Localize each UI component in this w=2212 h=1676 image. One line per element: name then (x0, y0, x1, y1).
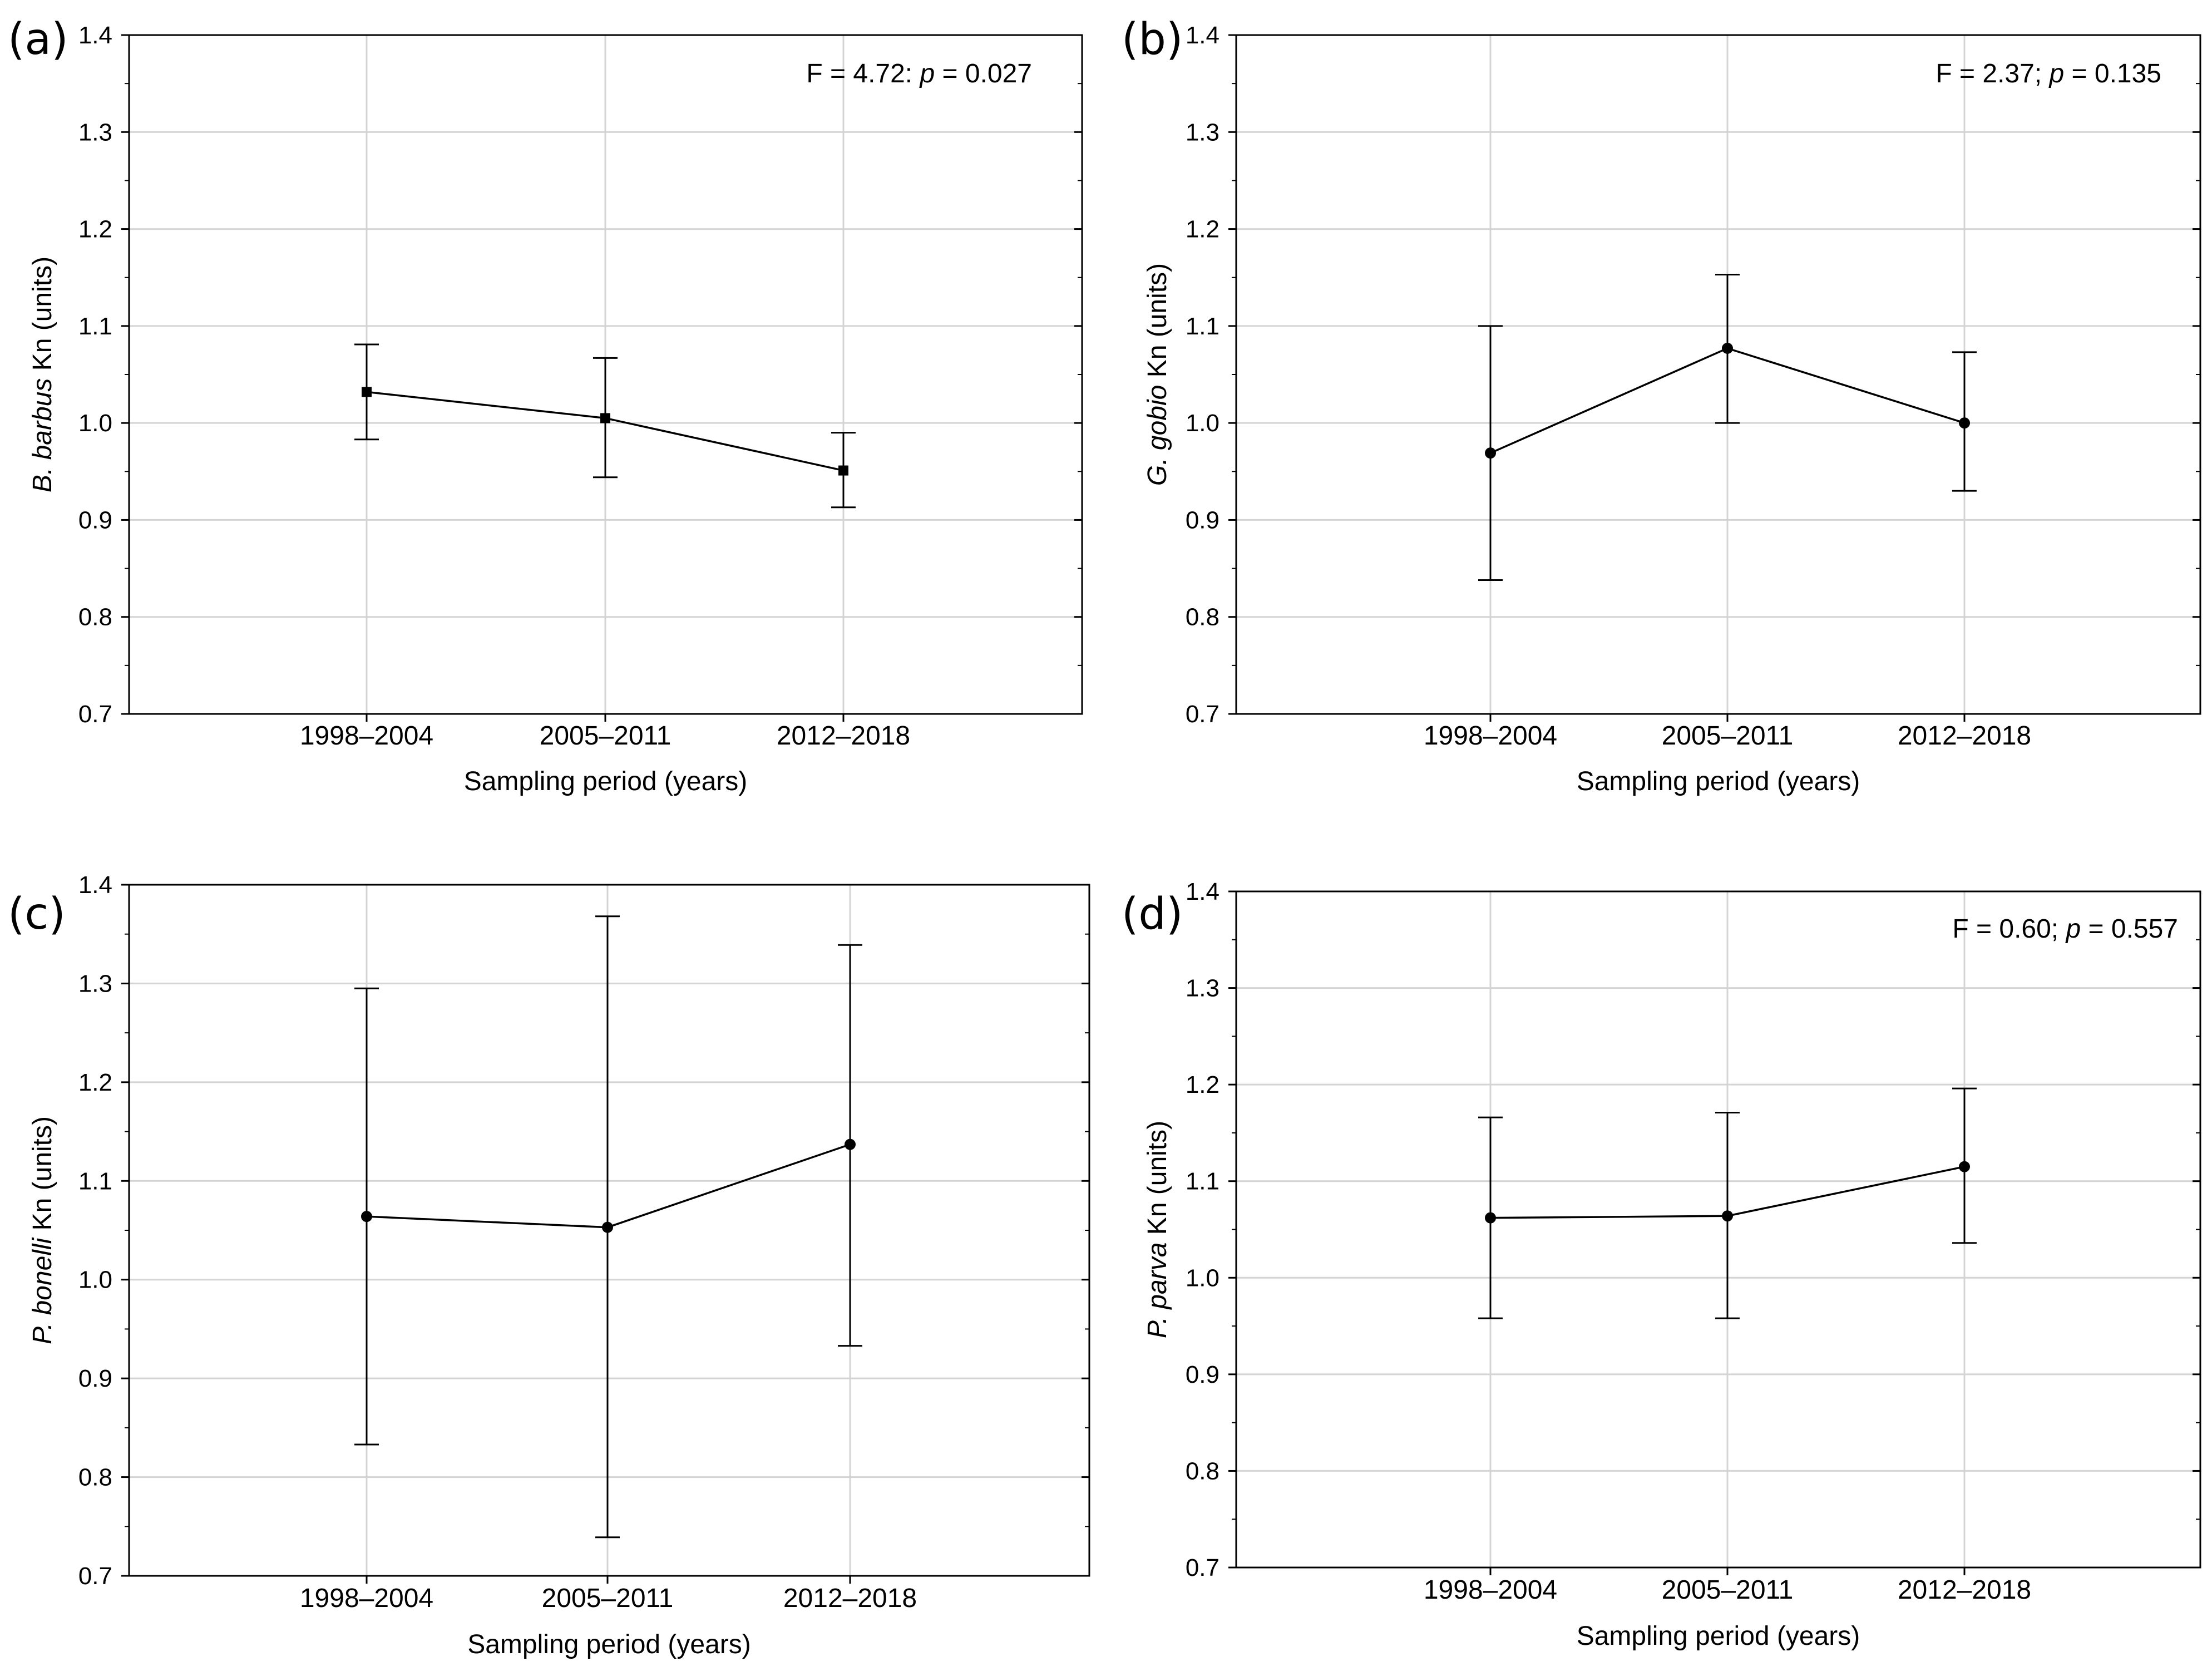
x-tick-label: 2012–2018 (777, 721, 910, 751)
y-tick-label: 0.7 (78, 701, 112, 728)
panel-a: (a) 0.7 0.8 0.9 1.0 1.1 1.2 1.3 1.4 1998–2004 200… (0, 0, 1106, 836)
y-tick-label: 1.2 (78, 1069, 112, 1096)
x-tick-label: 2005–2011 (1662, 1575, 1794, 1605)
x-axis-title: Sampling period (years) (1577, 1621, 1860, 1651)
y-axis-species: B. barbus (28, 378, 57, 492)
x-tick-label: 1998–2004 (300, 721, 433, 751)
y-tick-label: 1.0 (1186, 410, 1219, 437)
x-axis-title: Sampling period (years) (464, 767, 748, 796)
y-axis-species: P. parva (1143, 1243, 1172, 1339)
data-point (838, 465, 848, 476)
stat-annotation-f: F = 0.60; (1952, 914, 2066, 944)
stat-annotation-f: F = 2.37; (1936, 59, 2049, 88)
data-point (1959, 1161, 1970, 1172)
data-point (845, 1138, 856, 1150)
y-tick-label: 1.1 (78, 313, 112, 340)
panel-b: (b) 0.7 0.8 0.9 1.0 1.1 1.2 1.3 1.4 1998–2004 200… (1118, 0, 2212, 836)
x-tick-label: 2012–2018 (1898, 1575, 2031, 1605)
data-point (362, 387, 372, 397)
y-tick-label: 0.8 (1186, 1457, 1219, 1485)
y-axis-title: P. parva Kn (units) (1143, 1121, 1172, 1338)
y-axis-species: P. bonelli (28, 1237, 57, 1344)
y-axis-species: G. gobio (1143, 385, 1172, 486)
y-tick-label: 1.3 (1186, 119, 1219, 146)
panel-d: (d) 0.7 0.8 0.9 1.0 1.1 1.2 1.3 1.4 1998–2004 200… (1118, 857, 2212, 1673)
plot-frame (1235, 34, 2201, 715)
data-point (1722, 1210, 1733, 1222)
y-tick-label: 0.7 (1186, 1554, 1219, 1581)
y-tick-label: 1.2 (78, 216, 112, 243)
x-tick-label: 2012–2018 (783, 1584, 917, 1613)
plot-frame (1235, 890, 2201, 1569)
panel-label: (d) (1122, 889, 1183, 939)
y-tick-label: 0.8 (78, 1464, 112, 1491)
stat-annotation-value: = 0.557 (2081, 914, 2178, 944)
y-tick-label: 1.1 (1186, 1168, 1219, 1195)
y-tick-label: 0.7 (78, 1562, 112, 1590)
panel-label: (a) (8, 14, 68, 65)
y-tick-label: 0.8 (1186, 604, 1219, 631)
y-tick-label: 1.2 (1186, 1071, 1219, 1098)
panel-label: (b) (1122, 14, 1183, 65)
y-tick-label: 1.3 (78, 119, 112, 146)
panel-c: (c) 0.7 0.8 0.9 1.0 1.1 1.2 1.3 1.4 1998–2004 200… (0, 857, 1106, 1673)
y-tick-label: 1.3 (78, 970, 112, 997)
y-tick-label: 0.9 (78, 1365, 112, 1392)
x-tick-label: 2005–2011 (542, 1584, 674, 1613)
y-axis-unit: Kn (units) (1143, 1121, 1172, 1243)
chart-b: 0.7 0.8 0.9 1.0 1.1 1.2 1.3 1.4 1998–2004 2005–20… (1143, 22, 2201, 796)
chart-a: 0.7 0.8 0.9 1.0 1.1 1.2 1.3 1.4 1998–2004 2005–20… (28, 22, 1083, 796)
y-tick-label: 0.9 (1186, 1361, 1219, 1388)
x-axis-title: Sampling period (years) (467, 1630, 751, 1659)
data-point (1485, 447, 1496, 459)
data-point (1722, 342, 1733, 354)
stat-annotation: F = 0.60; p = 0.557 (1952, 914, 2178, 944)
y-tick-label: 1.4 (78, 871, 112, 899)
x-axis-title: Sampling period (years) (1577, 767, 1860, 796)
stat-annotation-p: p (2065, 914, 2081, 944)
y-tick-label: 1.1 (1186, 313, 1219, 340)
stat-annotation: F = 2.37; p = 0.135 (1936, 59, 2161, 88)
y-tick-label: 1.4 (1186, 22, 1219, 49)
stat-annotation-f: F = 4.72: (806, 59, 920, 88)
y-axis-title: B. barbus Kn (units) (28, 257, 57, 492)
stat-annotation: F = 4.72: p = 0.027 (806, 59, 1032, 88)
y-tick-label: 1.4 (78, 22, 112, 49)
panel-label: (c) (8, 889, 66, 939)
y-tick-label: 1.0 (78, 410, 112, 437)
x-tick-label: 2005–2011 (540, 721, 672, 751)
stat-annotation-value: = 0.135 (2064, 59, 2161, 88)
y-tick-label: 1.2 (1186, 216, 1219, 243)
y-tick-label: 1.1 (78, 1167, 112, 1195)
y-tick-label: 0.8 (78, 604, 112, 631)
stat-annotation-value: = 0.027 (935, 59, 1032, 88)
x-tick-label: 1998–2004 (1424, 721, 1557, 751)
data-point (600, 413, 610, 423)
y-tick-label: 1.3 (1186, 975, 1219, 1002)
x-tick-label: 1998–2004 (1424, 1575, 1557, 1605)
x-tick-label: 1998–2004 (300, 1584, 433, 1613)
y-axis-unit: Kn (units) (1143, 263, 1172, 385)
y-axis-unit: Kn (units) (28, 1116, 57, 1238)
x-tick-label: 2012–2018 (1898, 721, 2031, 751)
data-point (1485, 1212, 1496, 1224)
y-tick-label: 0.7 (1186, 701, 1219, 728)
data-point (361, 1211, 372, 1223)
y-axis-title: G. gobio Kn (units) (1143, 263, 1172, 486)
y-tick-label: 0.9 (78, 506, 112, 534)
y-tick-label: 1.0 (1186, 1264, 1219, 1291)
y-tick-label: 1.0 (78, 1266, 112, 1294)
stat-annotation-p: p (2048, 59, 2064, 88)
data-point (1959, 417, 1970, 429)
y-axis-unit: Kn (units) (28, 257, 57, 378)
stat-annotation-p: p (919, 59, 935, 88)
data-point (602, 1221, 613, 1233)
chart-d: 0.7 0.8 0.9 1.0 1.1 1.2 1.3 1.4 1998–2004 2005–20… (1143, 878, 2201, 1651)
x-tick-label: 2005–2011 (1662, 721, 1794, 751)
y-tick-label: 1.4 (1186, 878, 1219, 905)
y-axis-title: P. bonelli Kn (units) (28, 1116, 57, 1344)
y-tick-label: 0.9 (1186, 506, 1219, 534)
chart-c: 0.7 0.8 0.9 1.0 1.1 1.2 1.3 1.4 1998–2004 2005–20… (28, 871, 1090, 1659)
